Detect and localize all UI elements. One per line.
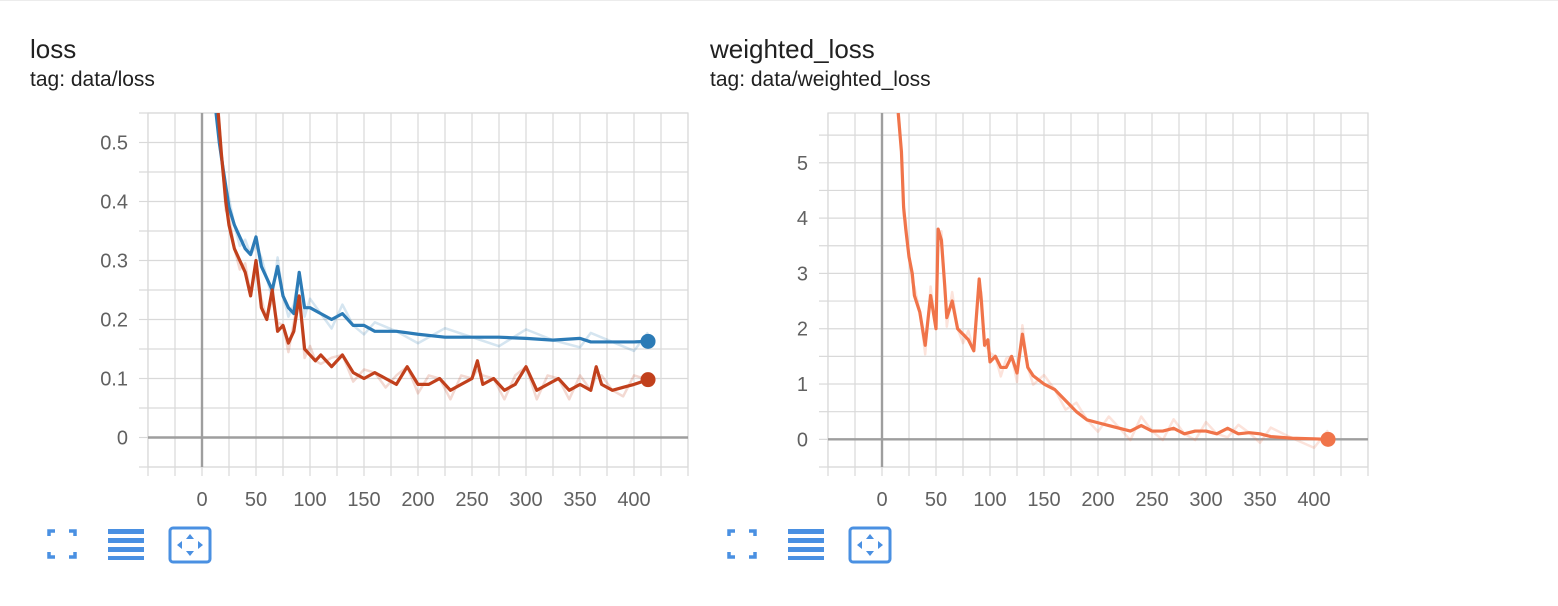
- y-tick-label: 0.1: [100, 369, 128, 391]
- fit-domain-icon: [168, 526, 212, 564]
- x-tick-label: 400: [617, 489, 650, 511]
- x-tick-label: 100: [973, 489, 1006, 511]
- series-end-point[interactable]: [640, 372, 656, 388]
- y-tick-label: 0.5: [100, 133, 128, 155]
- toggle-log-scale-button[interactable]: [106, 526, 146, 566]
- series-raw-line: [215, 113, 650, 353]
- x-tick-label: 250: [455, 489, 488, 511]
- y-tick-label: 3: [797, 263, 808, 285]
- x-tick-label: 350: [563, 489, 596, 511]
- x-tick-label: 100: [293, 489, 326, 511]
- y-tick-label: 1: [797, 374, 808, 396]
- x-tick-label: 300: [1189, 489, 1222, 511]
- x-tick-label: 200: [401, 489, 434, 511]
- x-tick-label: 250: [1135, 489, 1168, 511]
- y-tick-label: 0.2: [100, 310, 128, 332]
- series-line: [214, 113, 649, 344]
- toggle-log-scale-button[interactable]: [786, 526, 826, 566]
- fit-domain-button[interactable]: [168, 526, 212, 566]
- y-tick-label: 5: [797, 153, 808, 175]
- y-tick-label: 0.4: [100, 192, 128, 214]
- y-tick-label: 0: [117, 428, 128, 450]
- chart-subtitle: tag: data/weighted_loss: [710, 68, 931, 91]
- y-tick-label: 0: [797, 429, 808, 451]
- fullscreen-icon: [727, 529, 757, 559]
- series-0: [214, 113, 650, 353]
- fullscreen-button[interactable]: [46, 526, 78, 566]
- chart-subtitle: tag: data/loss: [30, 68, 155, 91]
- x-tick-label: 300: [509, 489, 542, 511]
- series-1: [216, 113, 649, 401]
- x-tick-label: 150: [347, 489, 380, 511]
- x-tick-label: 350: [1243, 489, 1276, 511]
- fit-domain-icon: [848, 526, 892, 564]
- x-tick-label: 50: [245, 489, 267, 511]
- x-tick-label: 400: [1297, 489, 1330, 511]
- series-end-point[interactable]: [640, 333, 656, 349]
- fullscreen-button[interactable]: [726, 526, 758, 566]
- top-border: [0, 0, 1558, 1]
- y-tick-label: 4: [797, 208, 808, 230]
- chart-title: weighted_loss: [710, 34, 875, 64]
- chart-card-weighted-loss: weighted_loss tag: data/weighted_loss 0 5…: [680, 0, 1400, 606]
- series-line: [896, 113, 1329, 441]
- fullscreen-icon: [47, 529, 77, 559]
- series-0: [896, 113, 1330, 450]
- chart-card-loss: loss tag: data/loss 0 50 100 150 200 250 300 35…: [0, 0, 720, 606]
- list-icon: [788, 529, 824, 560]
- x-tick-label: 0: [196, 489, 207, 511]
- fit-domain-button[interactable]: [848, 526, 892, 566]
- x-tick-label: 0: [876, 489, 887, 511]
- weighted-loss-chart[interactable]: 0 50 100 150 200 250 300 350 400 0 1 2 3 4 5: [680, 0, 1400, 520]
- series-line: [216, 113, 649, 392]
- y-tick-label: 2: [797, 319, 808, 341]
- x-tick-label: 50: [925, 489, 947, 511]
- list-icon: [108, 529, 144, 560]
- x-tick-label: 150: [1027, 489, 1060, 511]
- y-tick-label: 0.3: [100, 251, 128, 273]
- loss-chart[interactable]: 0 50 100 150 200 250 300 350 400 0 0.1 0.2 0.3 0.4 0.5: [0, 0, 720, 520]
- chart-title: loss: [30, 34, 77, 64]
- series-end-point[interactable]: [1320, 431, 1336, 447]
- x-tick-label: 200: [1081, 489, 1114, 511]
